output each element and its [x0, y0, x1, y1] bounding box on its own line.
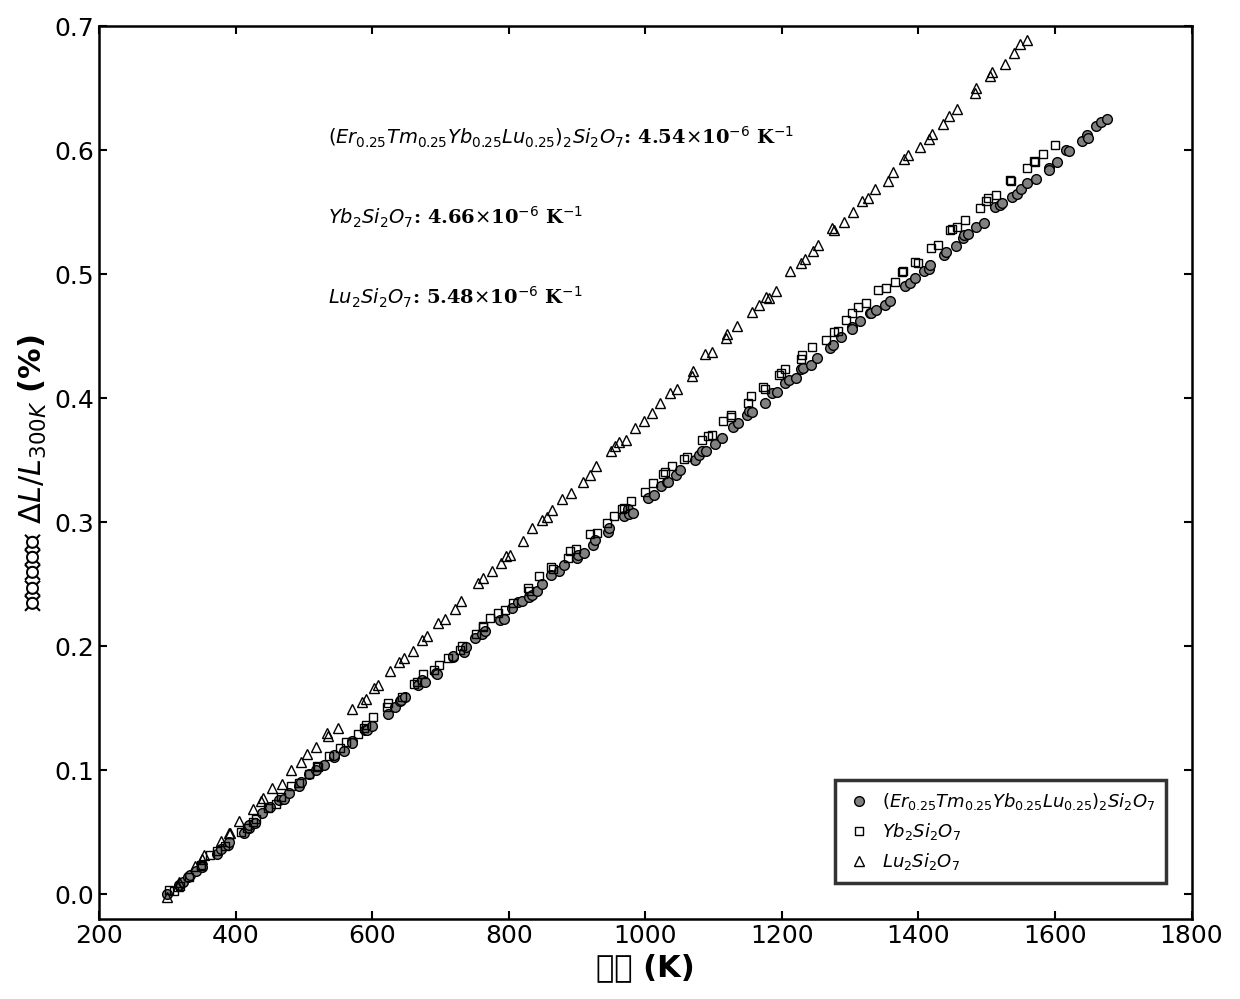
- $Lu_2Si_2O_7$: [170, 880, 185, 892]
- $Lu_2Si_2O_7$: [1021, 34, 1035, 46]
- Text: $Lu_2Si_2O_7$: 5.48$\times$10$^{-6}$ K$^{-1}$: $Lu_2Si_2O_7$: 5.48$\times$10$^{-6}$ K$^…: [329, 285, 583, 311]
- $Lu_2Si_2O_7$: [1007, 48, 1022, 60]
- $Yb_2Si_2O_7$: [1048, 139, 1063, 151]
- $(Er_{0.25}Tm_{0.25}Yb_{0.25}Lu_{0.25})_2Si_2O_7$: [903, 278, 918, 290]
- X-axis label: 温度 (K): 温度 (K): [596, 953, 694, 982]
- $(Er_{0.25}Tm_{0.25}Yb_{0.25}Lu_{0.25})_2Si_2O_7$: [160, 888, 175, 900]
- $Yb_2Si_2O_7$: [366, 711, 381, 723]
- Line: $Lu_2Si_2O_7$: $Lu_2Si_2O_7$: [162, 35, 1032, 902]
- $Yb_2Si_2O_7$: [284, 780, 299, 792]
- $(Er_{0.25}Tm_{0.25}Yb_{0.25}Lu_{0.25})_2Si_2O_7$: [1100, 113, 1115, 125]
- $Yb_2Si_2O_7$: [945, 224, 960, 236]
- Text: $Yb_2Si_2O_7$: 4.66$\times$10$^{-6}$ K$^{-1}$: $Yb_2Si_2O_7$: 4.66$\times$10$^{-6}$ K$^…: [329, 205, 584, 230]
- $Yb_2Si_2O_7$: [455, 639, 470, 651]
- $Lu_2Si_2O_7$: [160, 891, 175, 903]
- Line: $Yb_2Si_2O_7$: $Yb_2Si_2O_7$: [165, 141, 1059, 895]
- $(Er_{0.25}Tm_{0.25}Yb_{0.25}Lu_{0.25})_2Si_2O_7$: [1042, 162, 1056, 174]
- Text: $(Er_{0.25}Tm_{0.25}Yb_{0.25}Lu_{0.25})_2Si_2O_7$: 4.54$\times$10$^{-6}$ K$^{-1}: $(Er_{0.25}Tm_{0.25}Yb_{0.25}Lu_{0.25})_…: [329, 124, 795, 150]
- $Lu_2Si_2O_7$: [534, 514, 549, 526]
- $Yb_2Si_2O_7$: [167, 885, 182, 897]
- $Yb_2Si_2O_7$: [704, 429, 719, 441]
- $Lu_2Si_2O_7$: [782, 266, 797, 278]
- $Yb_2Si_2O_7$: [161, 884, 176, 896]
- $Lu_2Si_2O_7$: [794, 258, 808, 270]
- Line: $(Er_{0.25}Tm_{0.25}Yb_{0.25}Lu_{0.25})_2Si_2O_7$: $(Er_{0.25}Tm_{0.25}Yb_{0.25}Lu_{0.25})_…: [162, 114, 1112, 899]
- $Yb_2Si_2O_7$: [497, 603, 512, 615]
- $(Er_{0.25}Tm_{0.25}Yb_{0.25}Lu_{0.25})_2Si_2O_7$: [171, 879, 186, 891]
- $(Er_{0.25}Tm_{0.25}Yb_{0.25}Lu_{0.25})_2Si_2O_7$: [868, 304, 883, 316]
- Y-axis label: 相对线膨胀 $\Delta L/L_{300K}$ (%): 相对线膨胀 $\Delta L/L_{300K}$ (%): [16, 335, 48, 611]
- $Lu_2Si_2O_7$: [274, 778, 289, 790]
- Legend: $(Er_{0.25}Tm_{0.25}Yb_{0.25}Lu_{0.25})_2Si_2O_7$, $Yb_2Si_2O_7$, $Lu_2Si_2O_7$: $(Er_{0.25}Tm_{0.25}Yb_{0.25}Lu_{0.25})_…: [835, 780, 1166, 883]
- $(Er_{0.25}Tm_{0.25}Yb_{0.25}Lu_{0.25})_2Si_2O_7$: [210, 848, 224, 860]
- $(Er_{0.25}Tm_{0.25}Yb_{0.25}Lu_{0.25})_2Si_2O_7$: [698, 445, 713, 457]
